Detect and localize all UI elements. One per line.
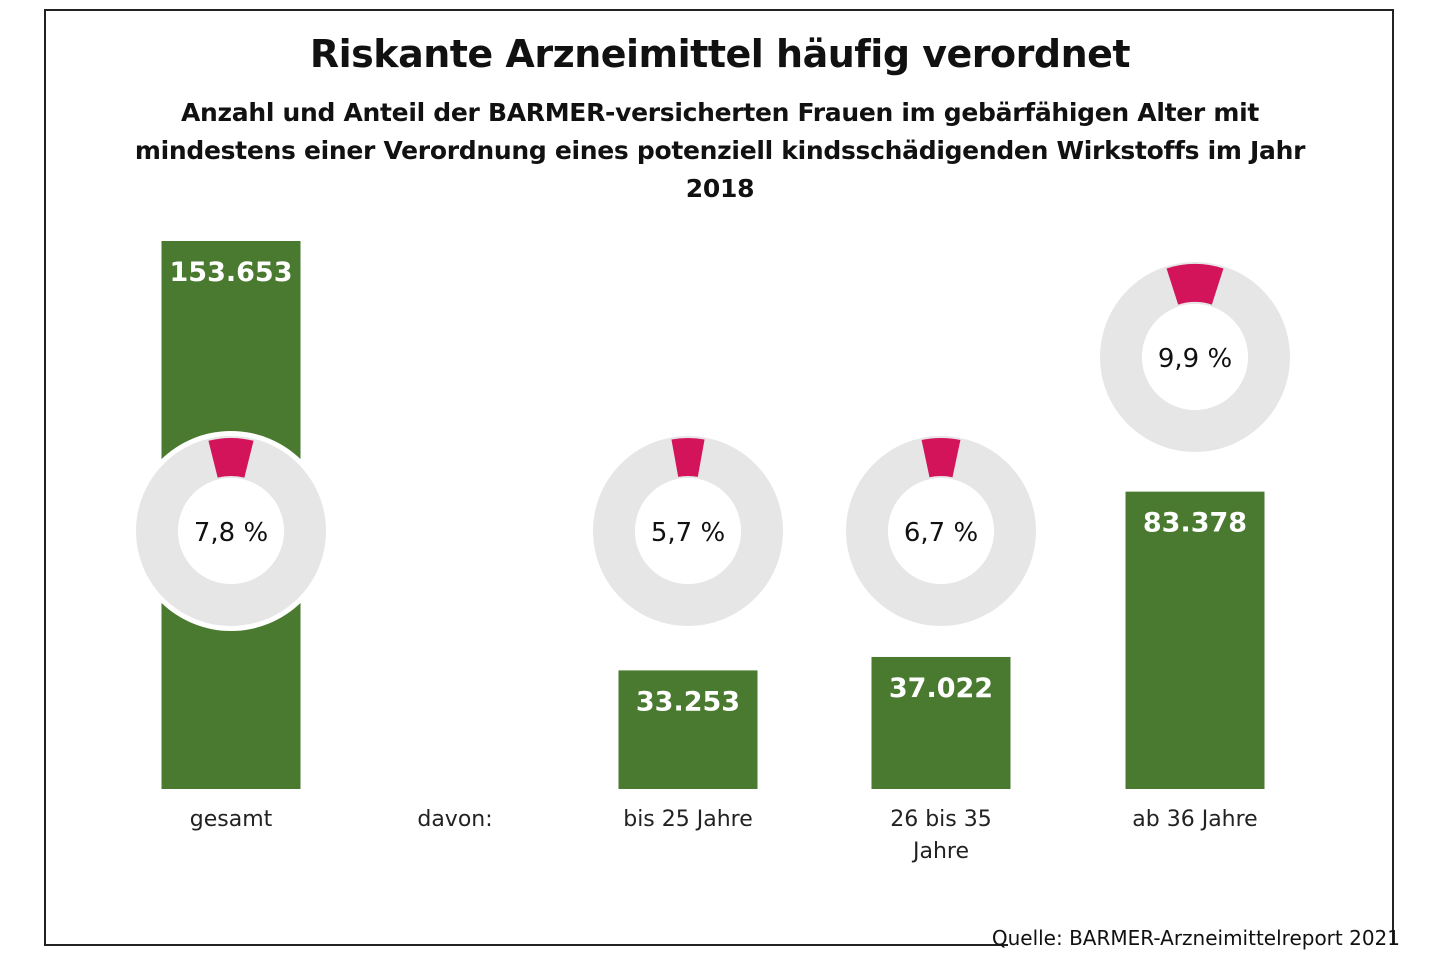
donut-hole-26-35	[888, 478, 994, 584]
chart-frame	[44, 9, 1394, 945]
category-label-gesamt: gesamt	[189, 807, 273, 832]
donut-share-ab-36	[1166, 264, 1224, 305]
davon-label: davon:	[417, 807, 493, 832]
category-label-ab-36: ab 36 Jahre	[1132, 807, 1258, 832]
chart-subtitle: Anzahl und Anteil der BARMER-versicherte…	[134, 98, 1306, 203]
donut-hole-bis-25	[635, 478, 741, 584]
share-label-26-35: 6,7 %	[904, 518, 978, 548]
bar-bis-25	[618, 670, 758, 789]
share-label-bis-25: 5,7 %	[651, 518, 725, 548]
donut-hole-ab-36	[1142, 304, 1248, 410]
donut-share-bis-25	[671, 437, 705, 477]
value-label-ab-36: 83.378	[1143, 508, 1247, 539]
chart-title: Riskante Arzneimittel häufig verordnet	[309, 32, 1131, 76]
value-label-26-35: 37.022	[889, 673, 993, 704]
bar-ab-36	[1125, 491, 1265, 789]
category-label-26-35: 26 bis 35 Jahre	[890, 807, 992, 864]
category-label-bis-25: bis 25 Jahre	[623, 807, 753, 832]
value-label-gesamt: 153.653	[170, 257, 293, 288]
source-note: Quelle: BARMER-Arzneimittelreport 2021	[991, 926, 1400, 950]
share-label-ab-36: 9,9 %	[1158, 344, 1232, 374]
bar-26-35	[871, 656, 1011, 789]
frame-bottom-line	[44, 944, 1008, 946]
donut-share-gesamt	[208, 438, 254, 478]
share-label-gesamt: 7,8 %	[194, 518, 268, 548]
donut-share-26-35	[921, 438, 961, 478]
donut-hole-gesamt	[178, 478, 284, 584]
value-label-bis-25: 33.253	[636, 686, 740, 717]
